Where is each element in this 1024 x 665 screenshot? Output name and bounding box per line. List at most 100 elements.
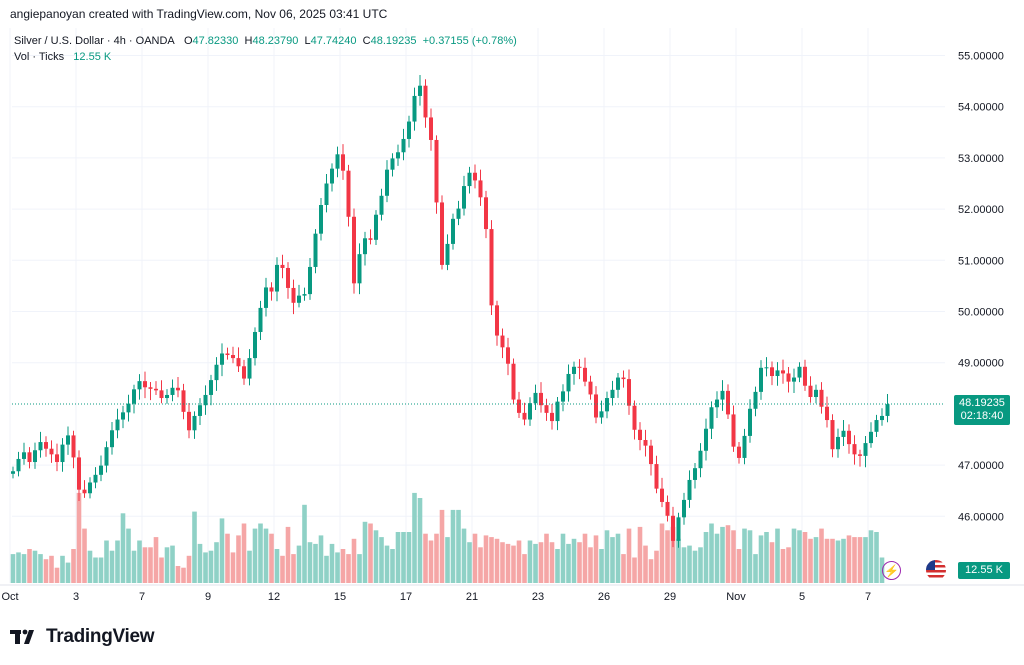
candle-body (159, 390, 164, 399)
volume-bar (769, 542, 775, 583)
candle-body (220, 353, 224, 365)
volume-bar (346, 554, 351, 583)
last-price-badge: 48.19235 02:18:40 (954, 395, 1010, 426)
volume-bar (681, 547, 687, 583)
chart-grid (9, 28, 945, 583)
candle-body (181, 390, 186, 412)
volume-bar (830, 538, 835, 583)
tradingview-logo-icon (10, 629, 34, 644)
candle-body (544, 405, 549, 413)
volume-bar (747, 530, 753, 583)
x-tick-label: Nov (726, 591, 746, 603)
volume-bar (434, 533, 439, 583)
volume-bar (500, 542, 505, 583)
candle-body (44, 442, 48, 449)
candle-body (132, 389, 136, 404)
volume-bar (21, 554, 27, 583)
volume-bar (571, 538, 577, 583)
candle-body (412, 95, 417, 122)
price-axis[interactable]: 55.00000 54.00000 53.00000 52.00000 51.00000… (958, 51, 1004, 524)
candle-body (726, 390, 730, 415)
volume-bar (208, 550, 214, 583)
symbol-name[interactable]: Silver / U.S. Dollar · 4h · OANDA (14, 35, 175, 47)
volume-bar (340, 549, 346, 583)
volume-bar (219, 518, 225, 583)
volume-bar (819, 528, 824, 583)
volume-bar (742, 528, 747, 583)
x-tick-label: 23 (532, 591, 544, 603)
volume-bar (302, 504, 307, 583)
volume-bar (527, 540, 533, 583)
volume-bar (329, 543, 335, 583)
x-tick-label: 5 (799, 591, 805, 603)
volume-bar (82, 528, 87, 583)
candle-body (715, 399, 719, 408)
lightning-icon[interactable]: ⚡ (882, 561, 901, 580)
volume-bar (522, 554, 527, 583)
volume-bar (637, 526, 643, 583)
time-axis[interactable]: Oct 3 7 9 12 15 17 21 23 26 29 Nov 5 7 (0, 584, 1024, 603)
candle-body (71, 435, 76, 458)
volume-bar (544, 533, 549, 583)
volume-bar (582, 533, 588, 583)
candle-body (33, 450, 37, 463)
candle-body (478, 180, 483, 198)
close-label: C (362, 35, 371, 47)
volume-bar (324, 555, 329, 583)
volume-badge-value: 12.55 K (965, 564, 1003, 576)
volume-bar (720, 526, 725, 583)
volume-bar (87, 550, 93, 583)
volume-bar (725, 525, 731, 583)
candle-body (297, 295, 301, 303)
candle-body (610, 389, 615, 399)
candle-body (605, 398, 609, 412)
candle-body (786, 373, 791, 382)
candle-body (275, 264, 279, 292)
volume-bar (874, 532, 879, 583)
candle-body (506, 347, 510, 364)
candle-body (253, 331, 257, 359)
candle-body (594, 394, 598, 418)
candle-body (110, 430, 114, 448)
volume-bar (835, 540, 841, 583)
candle-body (352, 216, 356, 284)
candle-body (379, 195, 384, 215)
volume-bar (54, 567, 60, 583)
volume-bar (472, 533, 478, 583)
candle-body (528, 403, 532, 420)
candle-body (467, 172, 472, 187)
volume-bar (566, 543, 571, 583)
candle-body (93, 474, 98, 483)
volume-bar (120, 513, 126, 583)
candle-body (99, 465, 103, 475)
us-flag-icon[interactable] (926, 560, 946, 580)
last-price-value: 48.19235 (959, 397, 1005, 410)
candle-body (869, 431, 873, 444)
volume-label[interactable]: Vol · Ticks (14, 51, 65, 63)
volume-bar (764, 532, 769, 583)
low-value: 47.74240 (310, 35, 357, 47)
volume-bar (786, 547, 791, 583)
candle-body (396, 152, 400, 159)
volume-bar (863, 537, 868, 583)
candle-body (627, 379, 631, 406)
candle-body (561, 391, 565, 402)
volume-bar (857, 537, 863, 583)
footer-brand: TradingView (10, 626, 155, 648)
candle-body (225, 353, 230, 356)
candle-body (792, 377, 796, 382)
candle-body (847, 430, 851, 445)
candle-body (858, 454, 862, 456)
candle-body (533, 392, 538, 404)
high-label: H (244, 35, 253, 47)
volume-bar (291, 554, 296, 583)
candle-body (385, 169, 389, 196)
volume-bar (692, 550, 698, 583)
volume-bar (252, 528, 258, 583)
volume-value: 12.55 K (73, 51, 112, 63)
candle-body (319, 205, 323, 234)
volume-bar (731, 530, 736, 583)
candle-body (82, 489, 87, 494)
volume-bar (560, 533, 566, 583)
